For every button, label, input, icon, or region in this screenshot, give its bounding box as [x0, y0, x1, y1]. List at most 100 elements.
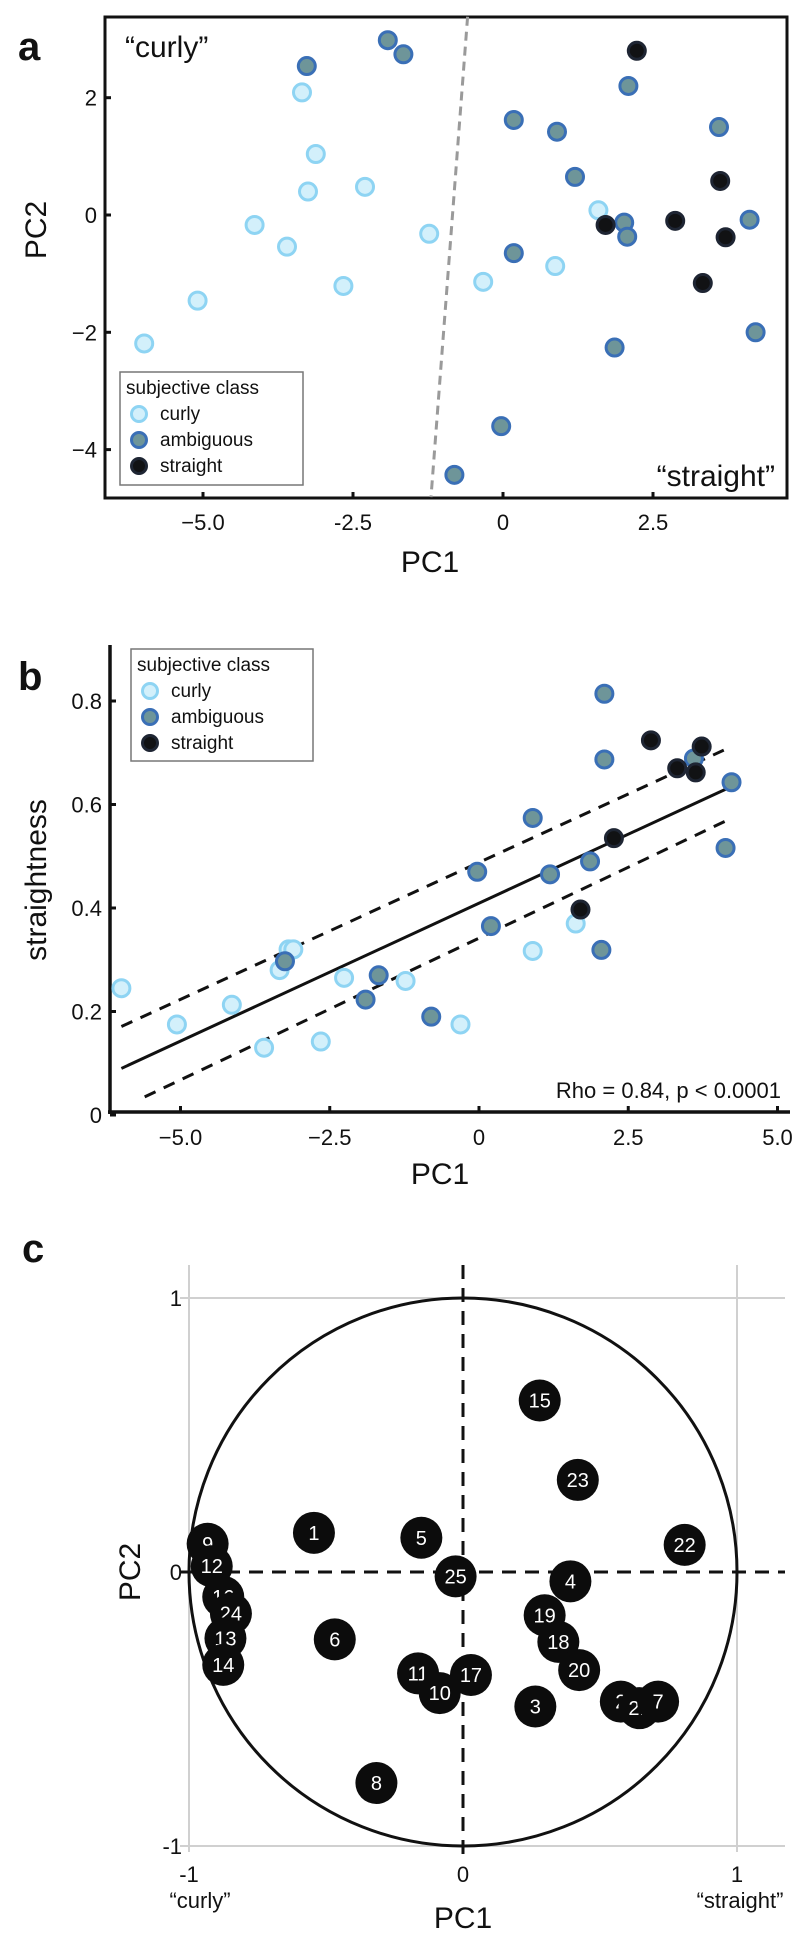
panel-b: −5.0 −2.5 0 2.5 5.00.80.60.40.20PC1straightn… [18, 645, 793, 1191]
loading-point-label: 19 [534, 1605, 556, 1627]
point-ambiguous [467, 861, 488, 882]
loading-point-label: 25 [444, 1566, 466, 1588]
panel-a: −5.0 -2.5 0 2.5 2 0 −2 −4 PC1 PC2 a “curly” “straigh… [18, 15, 789, 579]
loading-point [637, 1680, 680, 1723]
annotation-straight: “straight” [657, 460, 775, 493]
point-curly [111, 978, 132, 999]
legend-marker-ambiguous [130, 431, 148, 449]
x-tick-label: 0 [497, 510, 509, 535]
ci-upper-line [120, 748, 725, 1028]
y-tick-label: −4 [72, 438, 97, 463]
y-tick-label: −2 [72, 320, 97, 345]
x-tick-label: 2.5 [613, 1125, 644, 1150]
point-curly [277, 236, 297, 257]
legend-title: subjective class [126, 378, 259, 399]
x-axis-label: PC1 [411, 1158, 469, 1191]
y-axis-label: PC2 [114, 1543, 147, 1601]
legend-title: subjective class [137, 655, 270, 676]
point-ambiguous [580, 851, 601, 872]
legend-box [130, 648, 314, 762]
point-curly [333, 275, 354, 296]
loading-point [313, 1618, 356, 1661]
x-tick-label: −2.5 [308, 1125, 351, 1150]
legend-label-curly: curly [171, 681, 212, 702]
x-end-label-curly: “curly” [169, 1888, 230, 1913]
x-tick-label: 0 [473, 1125, 485, 1150]
loading-point-label: 14 [212, 1655, 234, 1677]
loading-point [355, 1761, 398, 1804]
point-ambiguous [591, 939, 612, 960]
point-curly [254, 1037, 275, 1058]
point-curly [395, 970, 416, 991]
loading-point-label: 10 [429, 1683, 451, 1705]
point-curly [134, 333, 155, 354]
legend-label-ambiguous: ambiguous [171, 707, 264, 728]
point-ambiguous [540, 864, 561, 885]
x-tick-label: 0 [457, 1862, 469, 1887]
point-curly [305, 144, 326, 165]
y-axis-label: straightness [20, 799, 53, 961]
point-straight [691, 736, 712, 757]
point-ambiguous [296, 56, 317, 77]
x-axis-label: PC1 [434, 1902, 492, 1935]
loading-point [434, 1555, 477, 1598]
point-ambiguous [503, 243, 524, 264]
point-straight [570, 899, 591, 920]
legend-marker-straight [141, 734, 159, 752]
point-ambiguous [739, 209, 760, 230]
legend-box [119, 371, 304, 486]
legend-label-straight: straight [171, 733, 234, 754]
point-straight [685, 762, 706, 783]
point-curly [166, 1014, 187, 1035]
point-ambiguous [604, 337, 625, 358]
loading-point-label: 5 [416, 1528, 427, 1550]
point-ambiguous [721, 772, 742, 793]
x-tick-label: 2.5 [638, 510, 669, 535]
point-ambiguous [491, 416, 512, 437]
point-ambiguous [393, 44, 414, 65]
loading-point-label: 6 [329, 1629, 340, 1651]
point-straight [715, 227, 736, 248]
y-tick-label: 1 [170, 1286, 182, 1311]
loading-point-label: 18 [547, 1632, 569, 1654]
point-curly [292, 82, 312, 103]
y-axis-label: PC2 [20, 201, 53, 259]
class-divider-line [429, 16, 470, 498]
point-ambiguous [480, 916, 501, 937]
y-tick-label: 0.2 [71, 1000, 102, 1025]
loading-point [449, 1654, 492, 1697]
plot-frame [103, 15, 789, 500]
point-ambiguous [522, 807, 543, 828]
y-tick-label: 2 [85, 86, 97, 111]
y-tick-label: 0 [90, 1103, 102, 1128]
legend-marker-curly [130, 405, 148, 423]
loading-point-label: 8 [371, 1773, 382, 1795]
x-tick-label: −5.0 [159, 1125, 202, 1150]
loading-point [400, 1516, 443, 1559]
point-ambiguous [444, 464, 465, 485]
loading-point-label: 22 [674, 1535, 696, 1557]
loading-point-label: 7 [653, 1692, 664, 1714]
loading-point [292, 1511, 335, 1554]
point-curly [310, 1031, 331, 1052]
panel-label: a [18, 25, 41, 69]
legend-marker-curly [141, 682, 159, 700]
correlation-annotation: Rho = 0.84, p < 0.0001 [556, 1078, 781, 1103]
y-tick-label: 0 [85, 203, 97, 228]
point-straight [640, 730, 661, 751]
point-ambiguous [368, 965, 389, 986]
x-tick-label: -1 [179, 1862, 199, 1887]
point-straight [595, 214, 616, 235]
loading-point-label: 9 [202, 1534, 213, 1556]
x-tick-label: 1 [731, 1862, 743, 1887]
loading-point-label: 20 [568, 1660, 590, 1682]
legend-label-curly: curly [160, 404, 201, 425]
point-ambiguous [565, 166, 585, 187]
point-straight [665, 210, 686, 231]
annotation-curly: “curly” [125, 31, 208, 64]
legend-marker-ambiguous [141, 708, 159, 726]
loading-point [663, 1523, 706, 1566]
point-straight [626, 40, 647, 61]
